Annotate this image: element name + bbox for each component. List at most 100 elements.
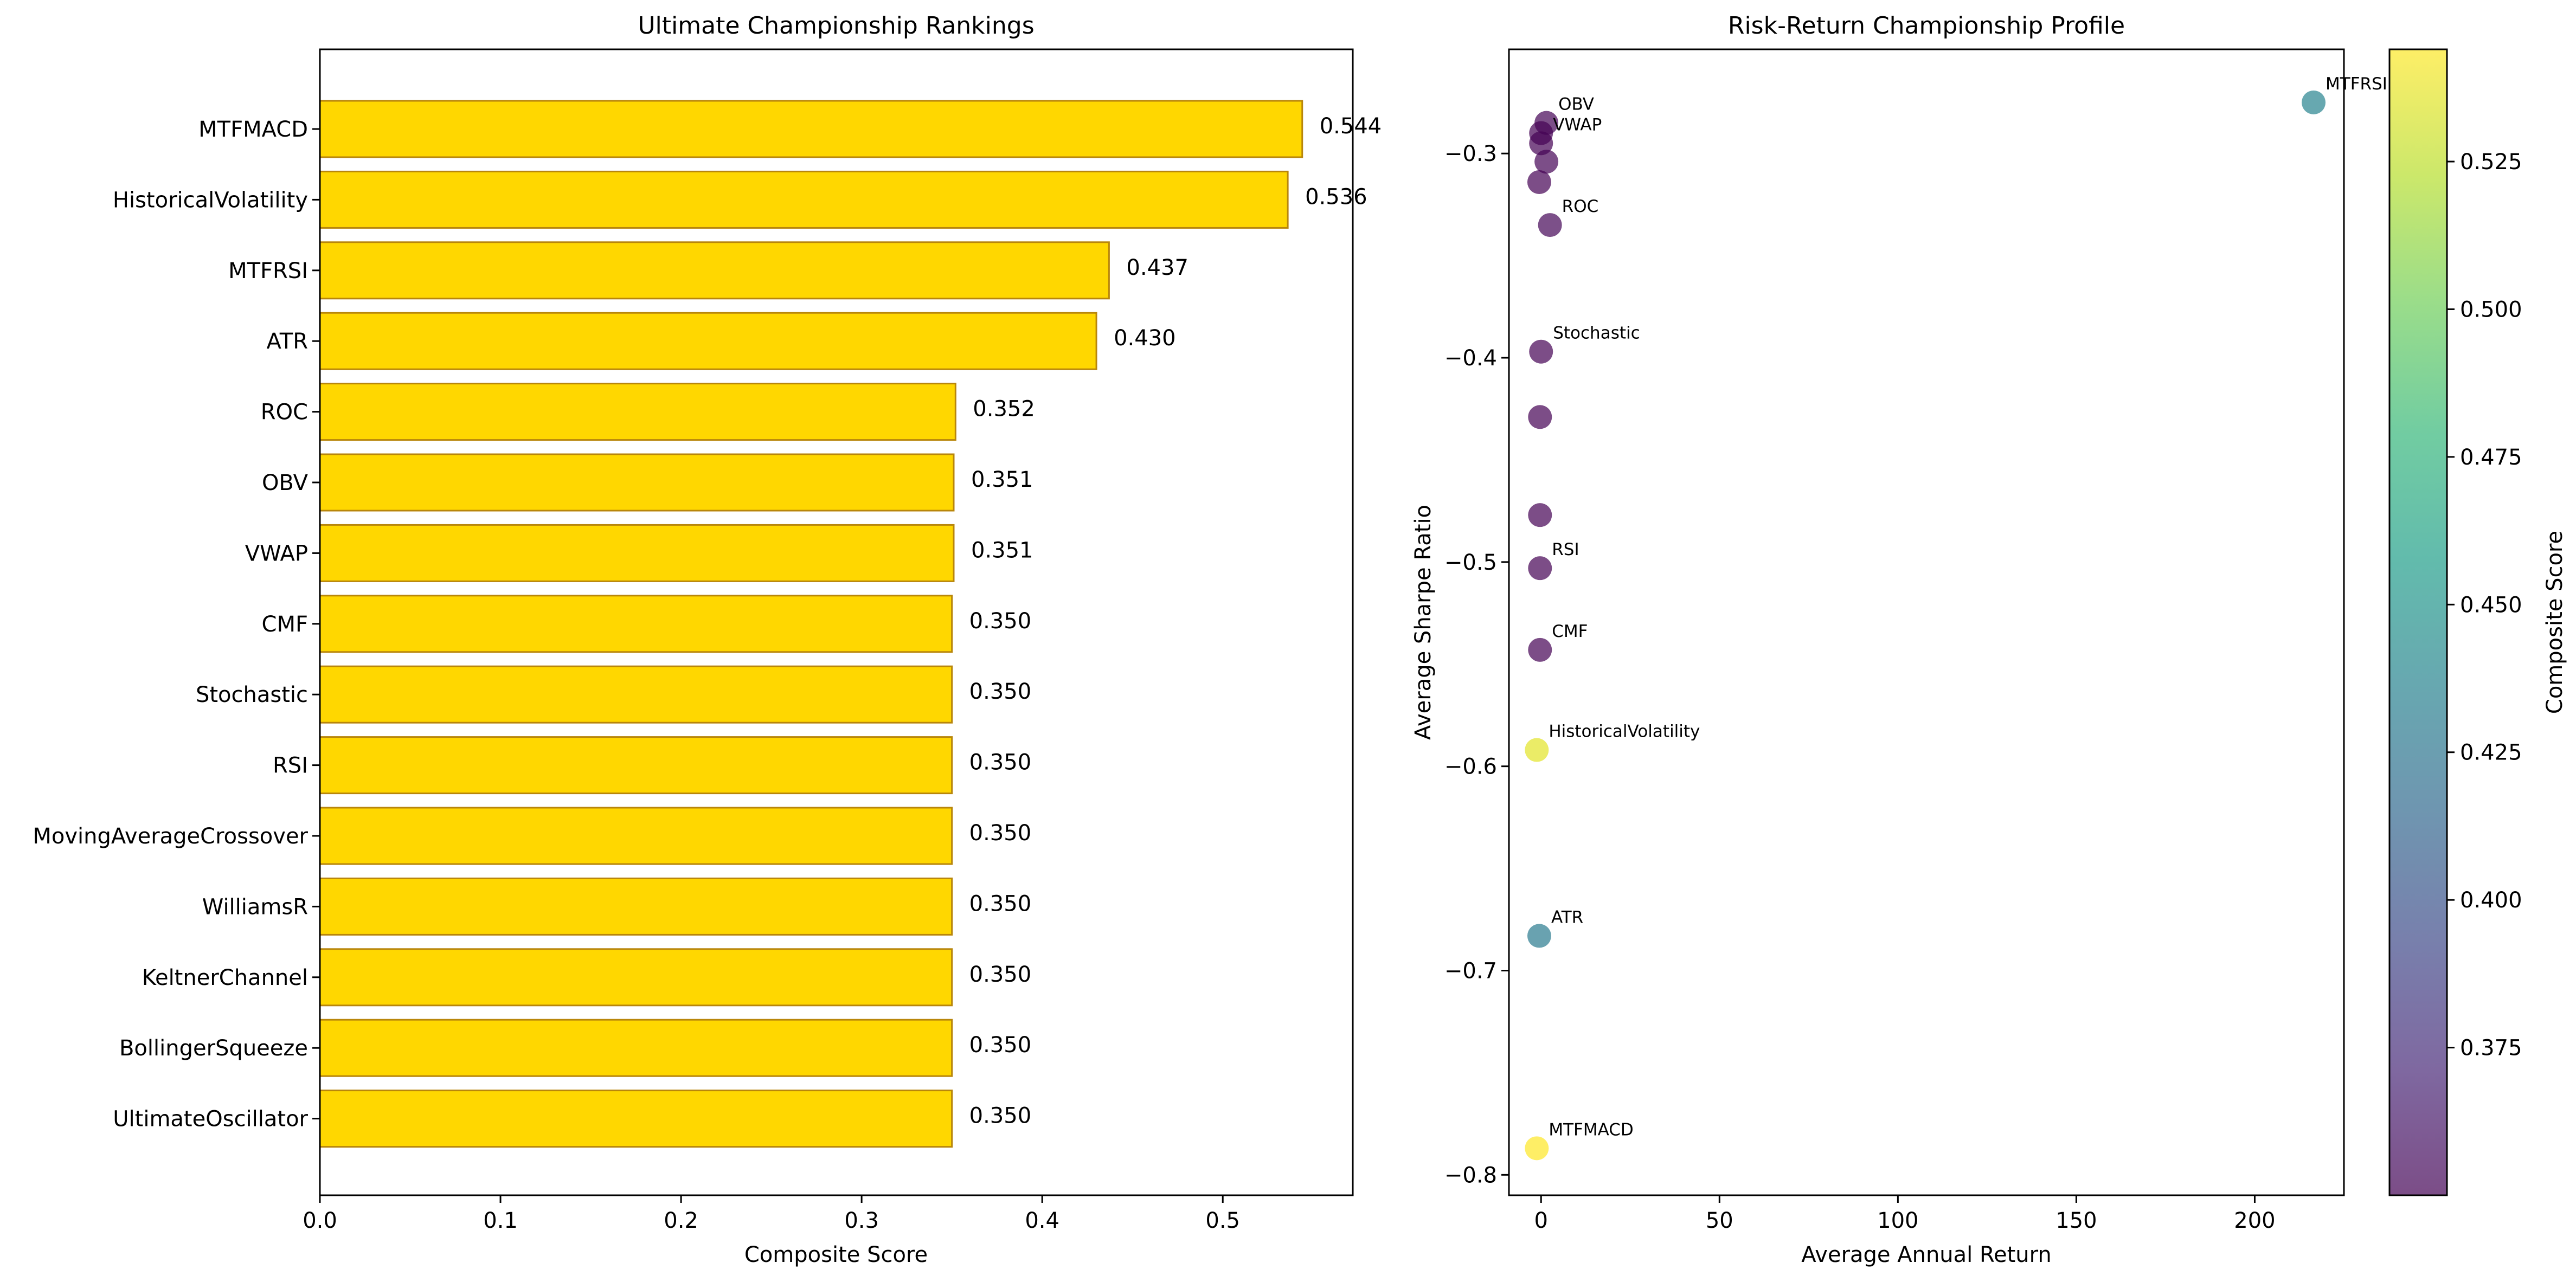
colorbar: 0.375 0.400 0.425 0.450 0.475 0.500 0.525 Comp…	[2388, 48, 2567, 1196]
colorbar-gradient	[2389, 49, 2447, 1195]
x-tick-label: 0.2	[664, 1208, 698, 1233]
x-tick-label: 0.1	[483, 1208, 518, 1233]
bar-value-label: 0.351	[971, 467, 1033, 492]
colorbar-tick-label: 0.425	[2460, 740, 2522, 765]
scatter-point	[1529, 339, 1553, 364]
bar	[319, 595, 953, 653]
bar	[319, 665, 953, 724]
scatter-point	[1527, 170, 1551, 194]
colorbar-ticks: 0.375 0.400 0.425 0.450 0.475 0.500 0.525	[2447, 150, 2522, 1061]
bar-value-label: 0.430	[1114, 326, 1176, 351]
y-tick-label: HistoricalVolatility	[113, 188, 308, 212]
point-label: HistoricalVolatility	[1549, 722, 1700, 742]
scatter-point	[1528, 556, 1552, 581]
bar-value-label: 0.350	[969, 1033, 1032, 1058]
bar	[319, 524, 955, 582]
scatter-point	[1528, 405, 1552, 429]
bar-chart-x-axis-label: Composite Score	[744, 1242, 928, 1267]
scatter-point	[1529, 131, 1553, 156]
y-tick-label: MTFMACD	[198, 117, 308, 142]
bar-value-label: 0.351	[971, 538, 1033, 563]
bar-value-label: 0.350	[969, 1104, 1032, 1129]
bar	[319, 877, 953, 936]
bar	[319, 100, 1303, 158]
colorbar-frame	[2388, 48, 2448, 1196]
scatter-point	[1528, 637, 1552, 662]
y-tick-label: BollingerSqueeze	[119, 1036, 308, 1061]
x-tick-label: 0.5	[1205, 1208, 1240, 1233]
point-label: ATR	[1551, 907, 1583, 927]
bar-value-label: 0.350	[969, 821, 1032, 846]
y-tick-label: WilliamsR	[202, 894, 308, 919]
y-tick-label: OBV	[262, 471, 309, 495]
bar-chart-x-ticks: 0.0 0.1 0.2 0.3 0.4 0.5	[303, 1195, 1240, 1233]
bar-value-label: 0.352	[973, 397, 1035, 422]
bar	[319, 453, 955, 512]
point-label: MTFRSI	[2326, 74, 2387, 94]
point-label: RSI	[1552, 540, 1579, 559]
scatter-chart-y-axis-label: Average Sharpe Ratio	[1411, 505, 1436, 740]
scatter-point	[1527, 924, 1551, 948]
y-tick-label: VWAP	[245, 541, 308, 566]
bar	[319, 170, 1289, 229]
x-tick-label: 0.3	[844, 1208, 879, 1233]
point-label: VWAP	[1553, 115, 1602, 134]
y-tick-label: Stochastic	[196, 682, 308, 707]
bar-chart-value-labels: 0.544 0.536 0.437 0.430 0.352 0.351 0.351 0.350…	[969, 114, 1382, 1129]
bar-value-label: 0.437	[1126, 255, 1189, 280]
point-label: CMF	[1552, 622, 1588, 641]
y-tick-label: −0.6	[1444, 755, 1497, 779]
bar-value-label: 0.350	[969, 891, 1032, 916]
x-tick-label: 200	[2234, 1208, 2275, 1233]
bar-chart: Ultimate Championship Rankings MTFMACD Hi…	[33, 12, 1382, 1267]
bar	[319, 1090, 953, 1148]
scatter-point	[1528, 503, 1552, 527]
bar	[319, 736, 953, 795]
scatter-chart-x-axis-label: Average Annual Return	[1801, 1242, 2051, 1267]
x-tick-label: 0.0	[303, 1208, 337, 1233]
y-tick-label: KeltnerChannel	[142, 965, 308, 990]
scatter-chart: Risk-Return Championship Profile −0.3−0.…	[1411, 12, 2387, 1267]
scatter-point	[2302, 90, 2326, 114]
y-tick-label: MTFRSI	[228, 259, 308, 284]
scatter-chart-points	[1525, 90, 2326, 1161]
bar-value-label: 0.536	[1305, 184, 1367, 209]
y-tick-label: −0.8	[1444, 1163, 1497, 1188]
colorbar-tick-label: 0.400	[2460, 888, 2522, 913]
point-label: ROC	[1562, 197, 1599, 216]
point-label: OBV	[1558, 95, 1594, 114]
bar-chart-title: Ultimate Championship Rankings	[638, 12, 1034, 40]
colorbar-tick-label: 0.475	[2460, 445, 2522, 470]
bar	[319, 312, 1097, 370]
y-tick-label: −0.7	[1444, 958, 1497, 983]
x-tick-label: 150	[2055, 1208, 2097, 1233]
bar	[319, 807, 953, 865]
y-tick-label: UltimateOscillator	[113, 1107, 308, 1132]
bar-chart-bars	[319, 100, 1303, 1148]
scatter-chart-y-ticks: −0.3 −0.4 −0.5 −0.6 −0.7 −0.8	[1444, 141, 1509, 1188]
y-tick-label: ROC	[261, 400, 308, 425]
x-tick-label: 0	[1534, 1208, 1548, 1233]
colorbar-tick-label: 0.525	[2460, 150, 2522, 175]
y-tick-label: MovingAverageCrossover	[33, 824, 308, 849]
bar	[319, 1019, 953, 1077]
bar-chart-plot-frame	[319, 48, 1354, 1196]
scatter-point	[1534, 150, 1559, 174]
x-tick-label: 100	[1877, 1208, 1918, 1233]
y-tick-label: −0.5	[1444, 550, 1497, 575]
bar-value-label: 0.350	[969, 679, 1032, 704]
y-tick-label: −0.4	[1444, 346, 1497, 371]
bar	[319, 948, 953, 1007]
scatter-chart-plot-frame	[1508, 48, 2345, 1196]
y-tick-label: CMF	[262, 612, 308, 637]
x-tick-label: 0.4	[1025, 1208, 1059, 1233]
y-tick-label: RSI	[273, 753, 308, 778]
x-tick-label: 50	[1706, 1208, 1733, 1233]
colorbar-tick-label: 0.450	[2460, 592, 2522, 617]
y-tick-label: ATR	[267, 329, 308, 354]
bar-value-label: 0.350	[969, 962, 1032, 987]
point-label: Stochastic	[1553, 324, 1640, 343]
point-label: MTFMACD	[1549, 1120, 1633, 1139]
